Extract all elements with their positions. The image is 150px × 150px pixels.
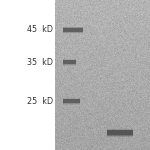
Bar	[63, 98, 80, 105]
Bar	[63, 27, 83, 33]
Bar	[63, 59, 76, 66]
Bar	[63, 99, 80, 103]
Bar	[63, 28, 83, 32]
Bar	[107, 130, 133, 136]
Bar	[63, 60, 76, 65]
Text: 35  kD: 35 kD	[27, 58, 53, 67]
Bar	[63, 60, 76, 64]
Bar	[107, 129, 133, 137]
Text: 25  kD: 25 kD	[27, 97, 53, 106]
Bar	[107, 130, 133, 135]
Bar	[63, 99, 80, 104]
Bar	[63, 27, 83, 33]
Bar	[0, 0, 55, 150]
Text: 45  kD: 45 kD	[27, 26, 53, 34]
